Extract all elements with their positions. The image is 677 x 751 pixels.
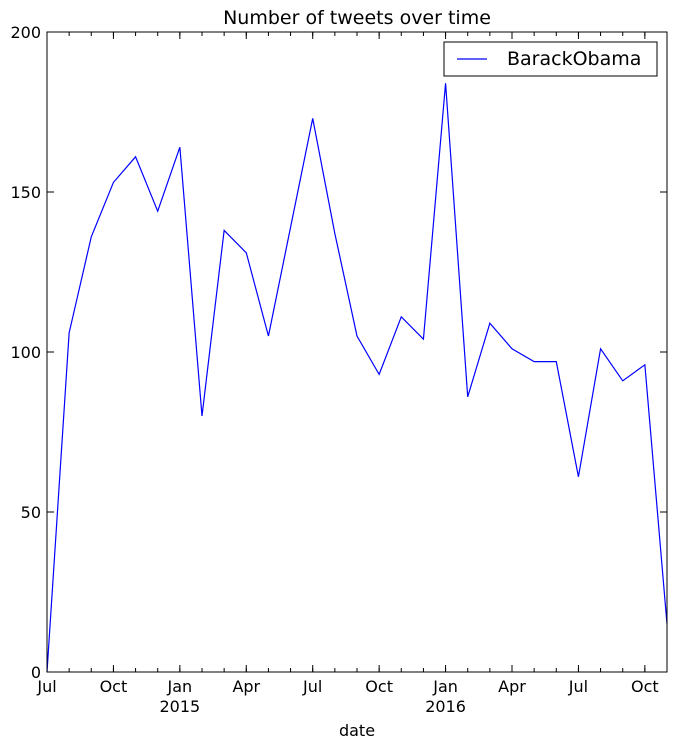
legend-label-barackobama: BarackObama (507, 48, 641, 70)
legend: BarackObama (443, 41, 658, 77)
x-tick-label: Jul (36, 677, 56, 696)
x-tick-label: Jul (302, 677, 322, 696)
y-tick-label: 200 (10, 23, 41, 42)
x-axis-label: date (339, 721, 375, 740)
x-tick-label: Jan (167, 677, 193, 696)
y-tick-label: 0 (31, 663, 41, 682)
y-tick-label: 50 (21, 503, 41, 522)
series-line-barackobama (46, 83, 668, 673)
series-lines (46, 83, 668, 673)
x-tick-label: Apr (232, 677, 260, 696)
y-tick-label: 100 (10, 343, 41, 362)
x-tick-label: Jan (432, 677, 458, 696)
plot-frame (46, 31, 668, 673)
x-tick-label: Apr (498, 677, 526, 696)
x-tick-sublabel: 2015 (159, 697, 200, 716)
x-tick-label: Oct (631, 677, 659, 696)
x-tick-label: Oct (100, 677, 128, 696)
x-tick-sublabel: 2016 (425, 697, 466, 716)
x-tick-label: Jul (568, 677, 588, 696)
y-tick-label: 150 (10, 183, 41, 202)
axis-ticks (46, 31, 668, 673)
x-tick-label: Oct (365, 677, 393, 696)
chart-title: Number of tweets over time (223, 7, 491, 29)
